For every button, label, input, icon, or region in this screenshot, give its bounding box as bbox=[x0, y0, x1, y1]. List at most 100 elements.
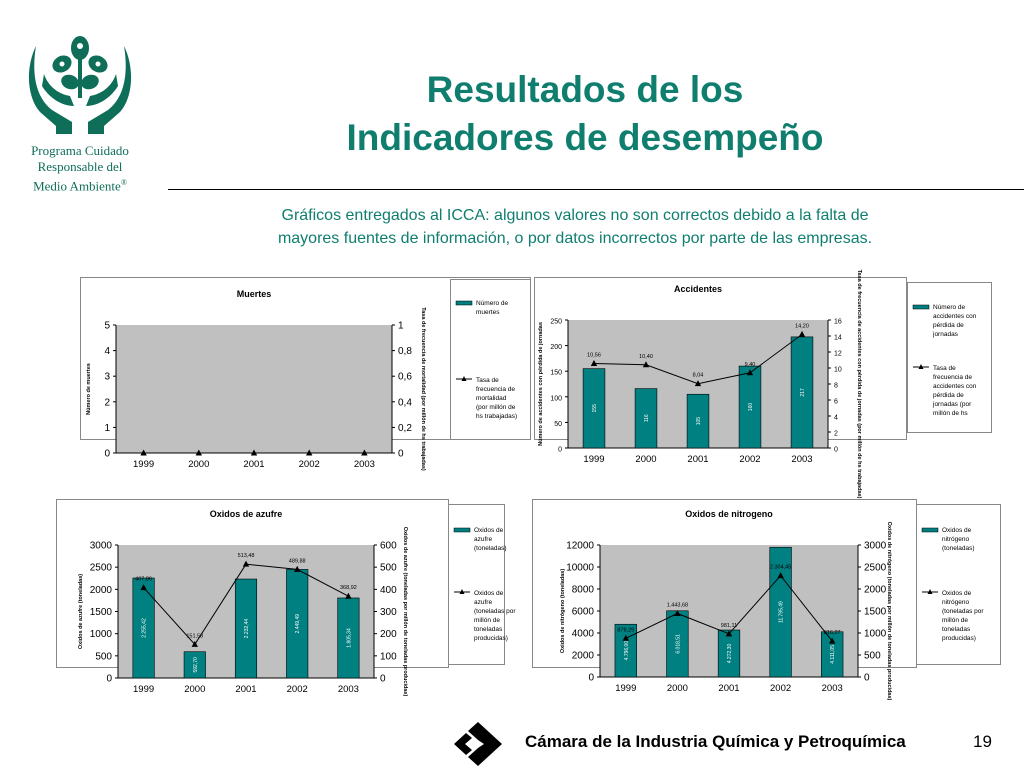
line-point bbox=[622, 634, 629, 641]
y2-tick-label: 200 bbox=[380, 629, 397, 640]
bar-data-label: 11.795,49 bbox=[779, 601, 785, 623]
y-axis-title: Oxidos de azufre (toneladas) bbox=[78, 574, 84, 649]
legend-label-line: (toneladas por bbox=[474, 608, 516, 615]
line-point bbox=[674, 609, 681, 616]
page-title-line-2: Indicadores de desempeño bbox=[346, 117, 824, 158]
y2-tick-label: 300 bbox=[380, 607, 397, 618]
x-tick-label: 2001 bbox=[235, 684, 256, 695]
subtitle-line-2: mayores fuentes de información, o por da… bbox=[277, 230, 873, 247]
bar bbox=[614, 623, 637, 678]
y-tick-label: 10000 bbox=[566, 563, 594, 574]
legend-label-line: mortalidad bbox=[476, 395, 507, 402]
bar-data-label: 2.255,42 bbox=[142, 618, 148, 638]
legend-label-bar: Oxidos de bbox=[942, 527, 972, 534]
legend-label-line: Tasa de bbox=[933, 365, 956, 372]
x-tick-label: 2000 bbox=[667, 683, 688, 694]
line-data-label: 513,48 bbox=[238, 553, 255, 559]
chart-title: Accidentes bbox=[674, 284, 722, 294]
line-point bbox=[829, 637, 836, 644]
plot-area bbox=[116, 325, 392, 453]
legend-label-line: nitrógeno bbox=[942, 599, 969, 606]
y2-tick-label: 600 bbox=[380, 541, 397, 552]
line-point bbox=[590, 360, 598, 367]
legend-frame bbox=[450, 279, 531, 440]
y2-tick-label: 12 bbox=[834, 351, 842, 358]
bar-data-label: 4.111,05 bbox=[830, 645, 836, 664]
y-tick-label: 1 bbox=[104, 423, 110, 434]
bar bbox=[634, 388, 658, 449]
program-line-2: Responsable del bbox=[37, 159, 123, 174]
bar-data-label: 105 bbox=[696, 417, 702, 426]
bar-data-label: 4.272,30 bbox=[727, 644, 733, 664]
chart-accidentes: Accidentes 0 50 100 150 200 250 0 2 4 6 8 10 12 14 16 19… bbox=[534, 270, 992, 499]
page-title-line-1: Resultados de los bbox=[426, 69, 744, 110]
y-tick-label: 0 bbox=[558, 447, 562, 454]
chart-oxidos-nitrogeno: Oxidos de nitrogeno 0 2000 4000 6000 8000 1000… bbox=[532, 499, 1001, 701]
y2-tick-label: 400 bbox=[380, 585, 397, 596]
line-data-label: 981,11 bbox=[721, 623, 737, 629]
y2-tick-label: 100 bbox=[380, 651, 397, 662]
x-tick-label: 2002 bbox=[299, 459, 320, 470]
y2-tick-label: 500 bbox=[380, 563, 397, 574]
legend-swatch-marker bbox=[459, 589, 465, 594]
line-point bbox=[725, 630, 733, 637]
line-point bbox=[306, 449, 313, 456]
line-data-label: 1.443,68 bbox=[667, 602, 688, 608]
x-tick-label: 1999 bbox=[615, 683, 636, 694]
y2-tick-label: 6 bbox=[834, 399, 838, 406]
line-data-label: 368,92 bbox=[340, 585, 357, 591]
y-axis-title: Número de muertes bbox=[86, 363, 92, 415]
y-axis-title: Oxidos de nitrógeno (toneladas) bbox=[560, 569, 566, 654]
line-data-label: 14,20 bbox=[795, 323, 809, 329]
legend-label-line: accidentes con bbox=[933, 383, 977, 390]
x-tick-label: 2002 bbox=[739, 454, 760, 465]
x-tick-label: 2003 bbox=[791, 454, 812, 465]
y-tick-label: 50 bbox=[554, 421, 562, 428]
y2-axis-title: Tasa de frecuencia de accidentes con pér… bbox=[856, 270, 862, 499]
legend-label-line: millón de hs bbox=[933, 410, 968, 417]
y2-tick-label: 10 bbox=[834, 367, 842, 374]
line-data-label: 151,58 bbox=[186, 633, 203, 639]
x-tick-label: 1999 bbox=[133, 459, 154, 470]
line-data-label: 407,86 bbox=[135, 577, 152, 583]
legend-swatch-bar bbox=[912, 304, 930, 310]
bar-data-label: 1.805,34 bbox=[346, 628, 352, 648]
x-tick-label: 2001 bbox=[687, 454, 708, 465]
program-line-3: Medio Ambiente® bbox=[6, 175, 154, 194]
legend-label-line: Oxidos de bbox=[474, 590, 504, 597]
y2-tick-label: 16 bbox=[834, 319, 842, 326]
legend-label-bar: (toneladas) bbox=[474, 545, 507, 552]
bar bbox=[234, 578, 258, 679]
page-subtitle: Gráficos entregados al ICCA: algunos val… bbox=[190, 204, 960, 250]
line-point bbox=[294, 565, 301, 572]
y2-tick-label: 0,2 bbox=[398, 423, 412, 434]
legend-label-line: (toneladas por bbox=[942, 608, 984, 615]
legend-label-bar: Oxidos de bbox=[474, 527, 504, 534]
legend-label-bar: Número de bbox=[933, 304, 966, 311]
line-point bbox=[694, 380, 702, 387]
legend-swatch-bar bbox=[455, 300, 473, 306]
bar-data-label: 2.449,49 bbox=[295, 614, 301, 634]
bar-data-label: 4.796,00 bbox=[624, 641, 630, 661]
hands-holding-leaves-logo bbox=[28, 36, 132, 134]
y-tick-label: 6000 bbox=[572, 607, 595, 618]
chart-title: Oxidos de azufre bbox=[210, 509, 283, 519]
line-point bbox=[195, 449, 202, 456]
bar bbox=[738, 365, 762, 449]
y2-tick-label: 4 bbox=[834, 415, 838, 422]
x-tick-label: 2002 bbox=[287, 684, 308, 695]
y-tick-label: 2 bbox=[104, 397, 110, 408]
line-point bbox=[642, 361, 650, 368]
y-tick-label: 4 bbox=[104, 346, 110, 357]
legend-label-bar: Número de bbox=[476, 300, 509, 307]
y2-tick-label: 0 bbox=[398, 449, 404, 460]
footer-org: Cámara de la Industria Química y Petroqu… bbox=[525, 732, 906, 751]
y-tick-label: 500 bbox=[95, 651, 112, 662]
chart-oxidos-azufre: Oxidos de azufre050010001500200025003000… bbox=[56, 499, 516, 696]
y2-tick-label: 0 bbox=[834, 447, 838, 454]
y-tick-label: 8000 bbox=[572, 585, 595, 596]
y-tick-label: 12000 bbox=[566, 541, 594, 552]
program-name: Programa Cuidado Responsable del Medio A… bbox=[6, 143, 154, 194]
y-tick-label: 100 bbox=[550, 395, 562, 402]
y-tick-label: 0 bbox=[588, 673, 594, 684]
